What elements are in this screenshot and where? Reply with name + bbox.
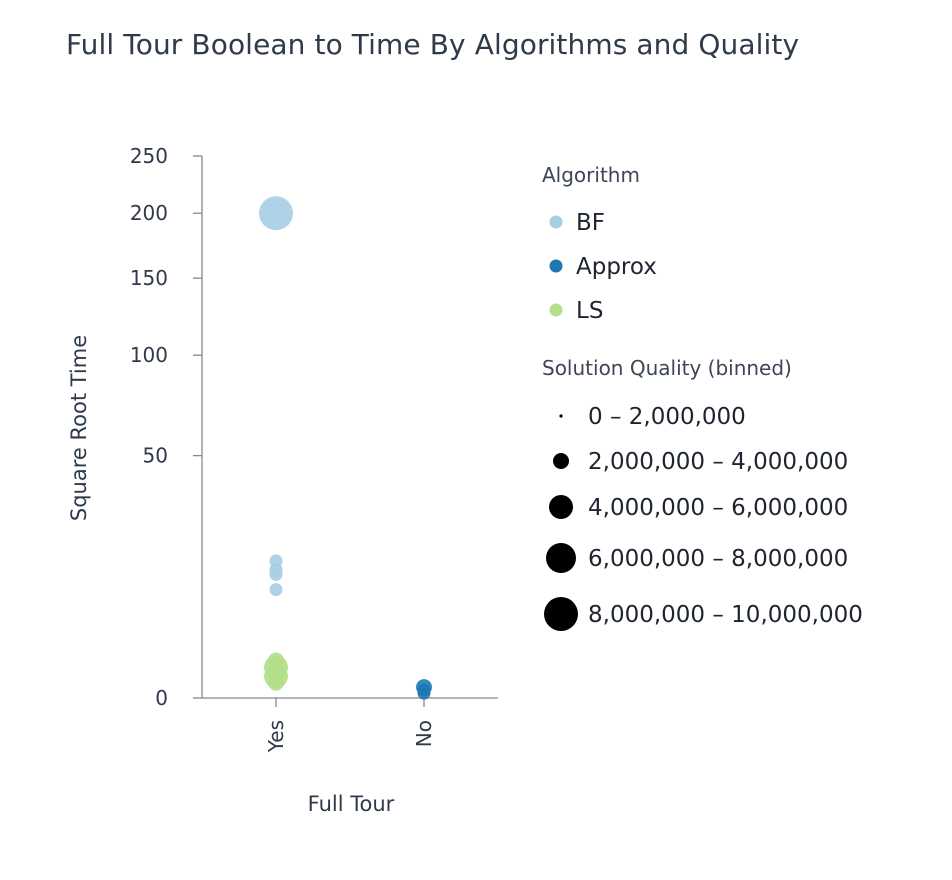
data-point-bf (269, 583, 283, 597)
x-axis-title: Full Tour (308, 792, 395, 816)
size-legend-label: 4,000,000 – 6,000,000 (588, 495, 848, 521)
legend-swatch-approx (549, 259, 563, 273)
size-legend-symbol (544, 597, 578, 631)
data-point-ls (268, 674, 284, 691)
size-legend-title: Solution Quality (binned) (542, 356, 792, 380)
legend-label-approx: Approx (576, 254, 657, 280)
size-legend: Solution Quality (binned) 0 – 2,000,000 2… (542, 356, 863, 631)
y-axis: 0 50 100 150 200 250 (130, 144, 203, 710)
size-legend-label: 8,000,000 – 10,000,000 (588, 602, 863, 628)
size-legend-label: 2,000,000 – 4,000,000 (588, 449, 848, 475)
y-tick-label: 250 (130, 144, 168, 168)
x-tick-label: No (412, 720, 436, 747)
y-tick-label: 0 (155, 686, 168, 710)
y-tick-label: 150 (130, 266, 168, 290)
chart-title: Full Tour Boolean to Time By Algorithms … (66, 28, 800, 61)
y-tick-label: 50 (143, 444, 168, 468)
color-legend-title: Algorithm (542, 163, 640, 187)
size-legend-label: 6,000,000 – 8,000,000 (588, 546, 848, 572)
size-legend-symbol (546, 543, 576, 573)
y-tick-label: 100 (130, 343, 168, 367)
size-legend-label: 0 – 2,000,000 (588, 404, 746, 430)
size-legend-symbol (549, 495, 573, 519)
size-legend-symbol (553, 453, 569, 469)
size-legend-symbol (559, 414, 563, 418)
data-point-approx (417, 686, 431, 700)
legend-label-ls: LS (576, 298, 603, 324)
data-points (259, 196, 432, 700)
x-tick-label: Yes (264, 720, 288, 753)
y-axis-title: Square Root Time (67, 335, 91, 521)
data-point-bf (259, 196, 293, 231)
color-legend: Algorithm BF Approx LS (542, 163, 657, 324)
data-point-bf (269, 567, 283, 581)
x-axis: Yes No (202, 697, 498, 753)
y-tick-label: 200 (130, 201, 168, 225)
legend-swatch-ls (549, 303, 563, 317)
legend-label-bf: BF (576, 210, 605, 236)
legend-swatch-bf (549, 215, 563, 229)
